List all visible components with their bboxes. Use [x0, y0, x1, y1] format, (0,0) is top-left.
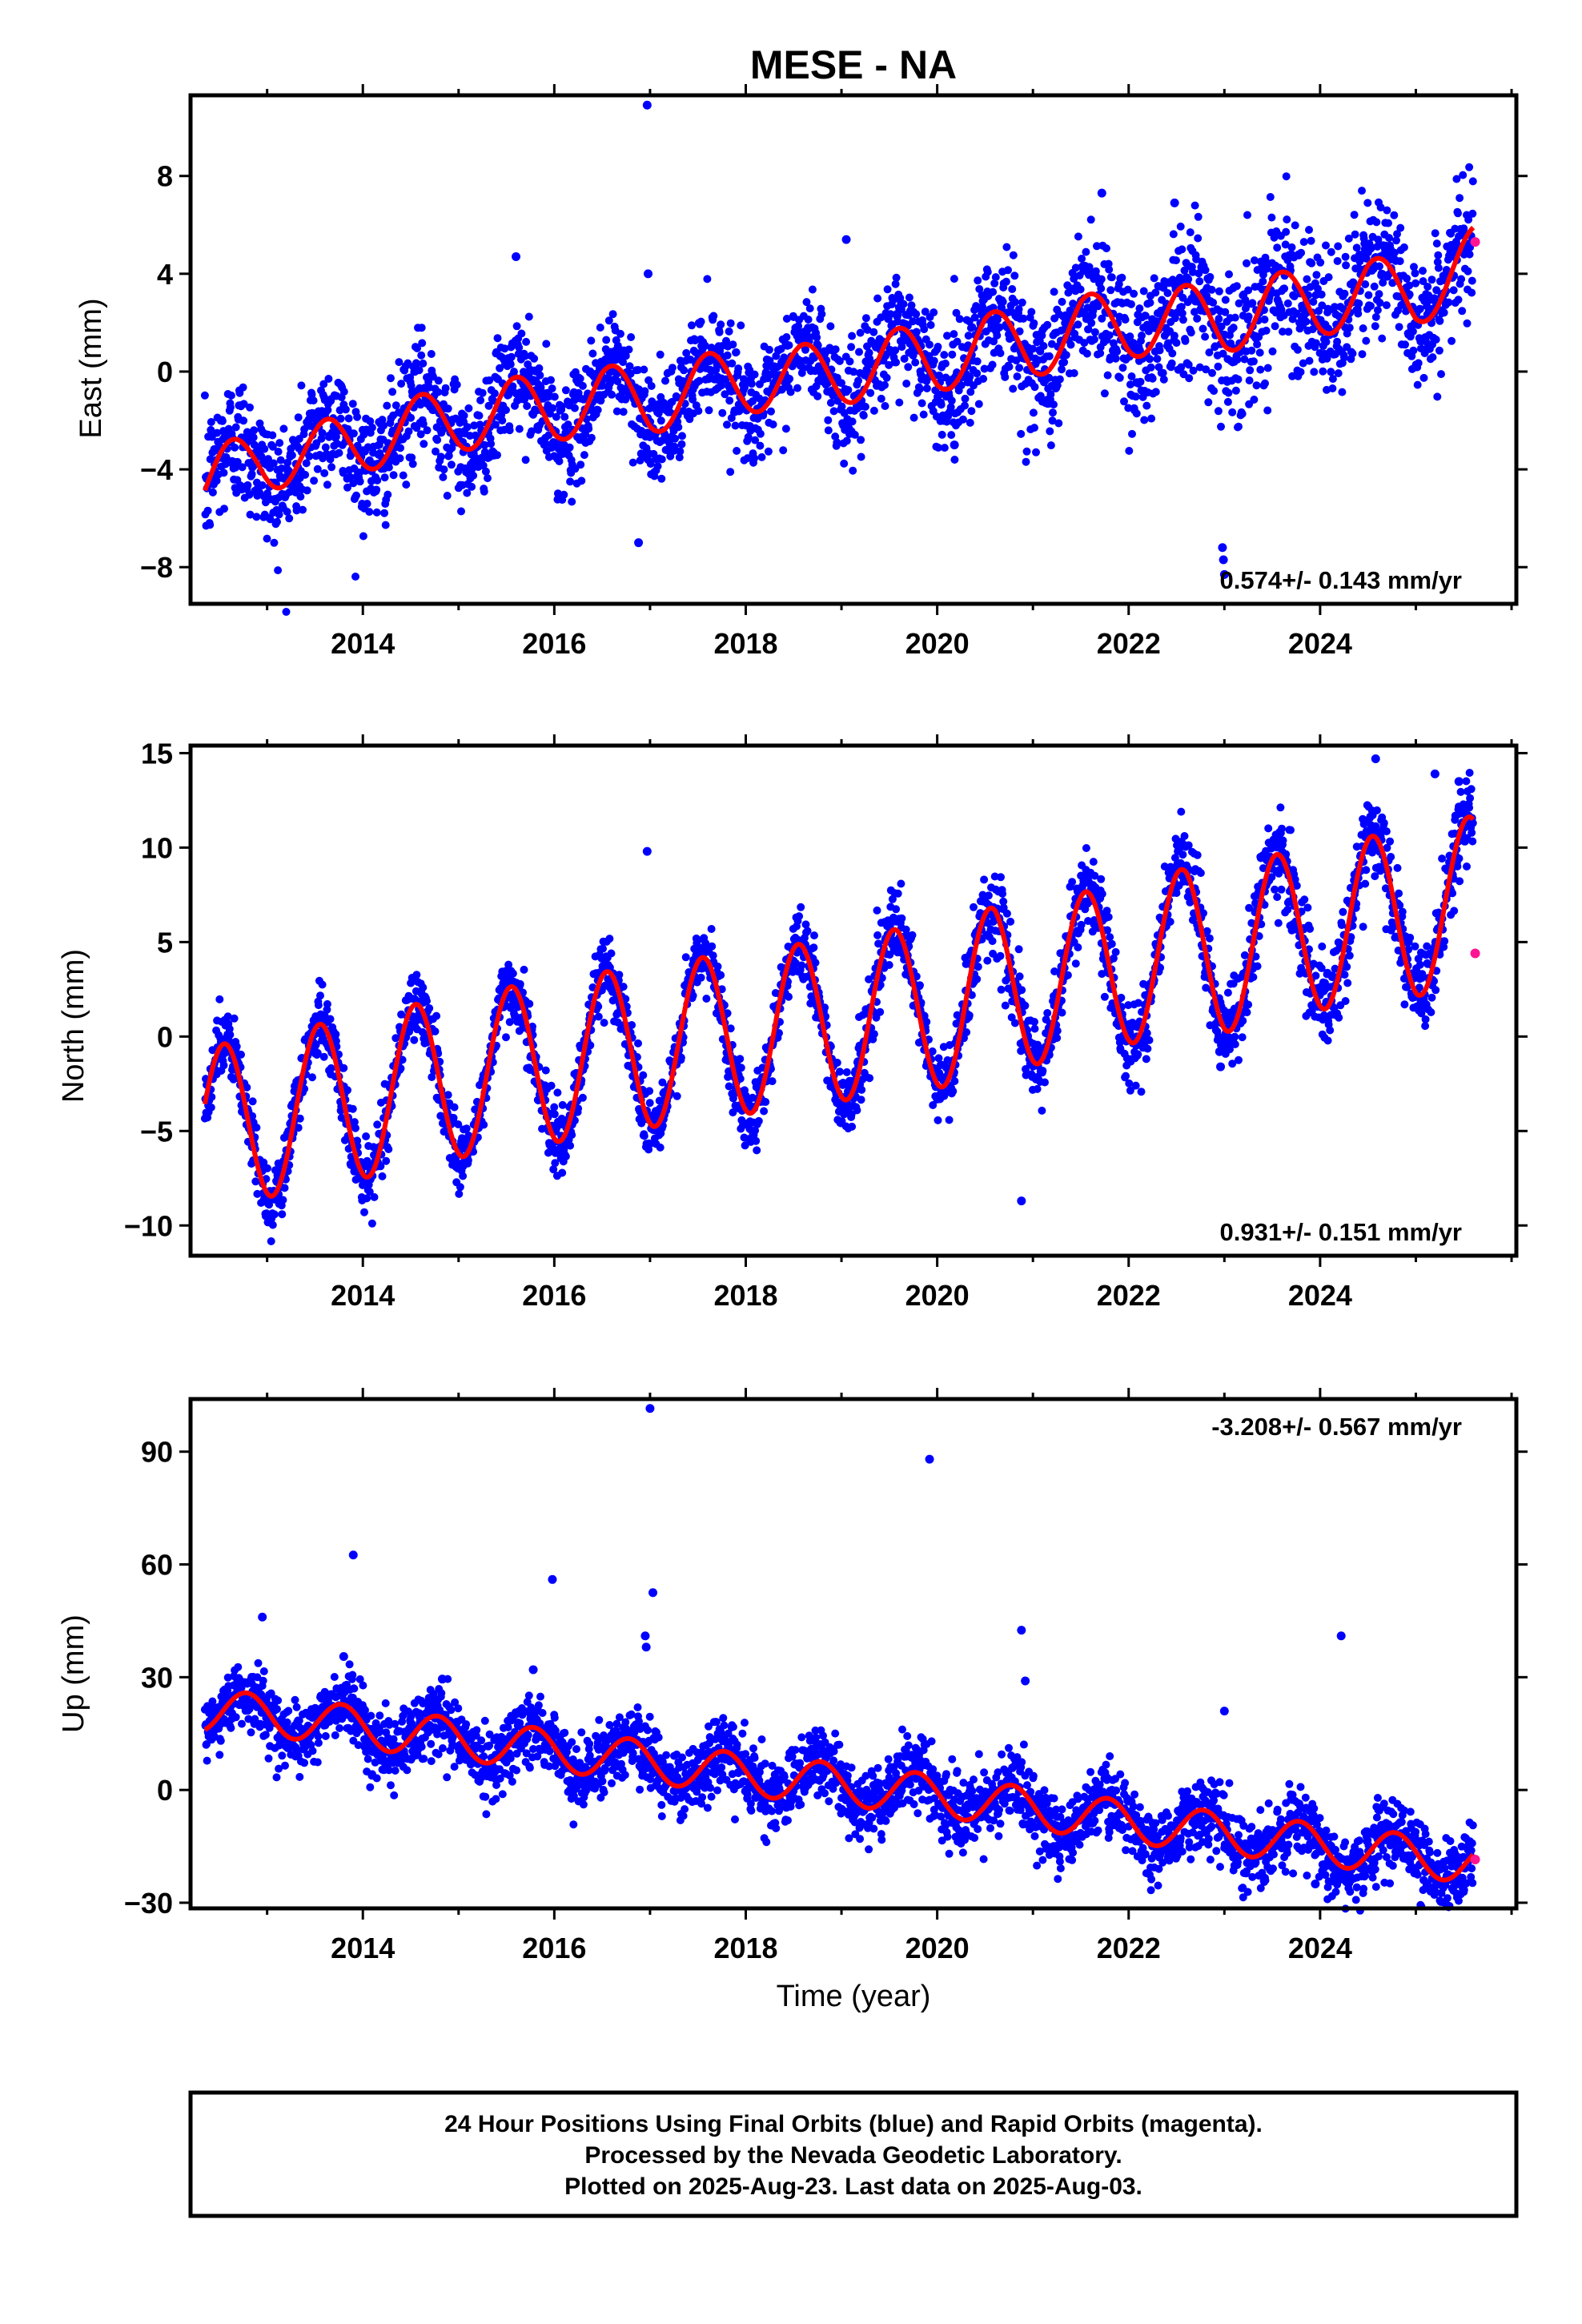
up-outlier-point [925, 1454, 934, 1464]
up-y-tick-label: 30 [141, 1661, 173, 1694]
east-outlier-point [1219, 555, 1228, 565]
up-y-tick-label: −30 [124, 1887, 173, 1920]
north-rapid-orbit-point [1470, 948, 1480, 959]
up-y-tick-label: 90 [141, 1436, 173, 1469]
north-x-tick-label: 2020 [905, 1279, 970, 1312]
north-outlier-point [1454, 777, 1464, 786]
east-outlier-point [634, 538, 644, 548]
up-x-tick-label: 2020 [905, 1932, 970, 1964]
east-x-tick-label: 2016 [522, 627, 586, 660]
north-panel: 2014 2016 2018 2020 2022 2024 −10 −5 0 5 10 15 [124, 734, 1528, 1312]
footer-line-1: 24 Hour Positions Using Final Orbits (bl… [444, 2111, 1263, 2137]
up-outlier-point [1336, 1631, 1346, 1641]
north-model-fit-line [202, 814, 1476, 1199]
up-outlier-point [641, 1642, 651, 1652]
up-outlier-point [348, 1550, 358, 1560]
north-outlier-point [1371, 754, 1380, 764]
east-y-axis-label: East (mm) [74, 298, 108, 438]
north-rate-label: 0.931+/- 0.151 mm/yr [1220, 1218, 1462, 1246]
east-outlier-point [1218, 543, 1227, 553]
east-outlier-point [512, 251, 521, 261]
east-panel: 2014 2016 2018 2020 2022 2024 −8 −4 0 4 8 [140, 84, 1528, 660]
east-rate-label: 0.574+/- 0.143 mm/yr [1220, 566, 1462, 594]
east-y-tick-label: −8 [140, 551, 173, 584]
east-outlier-point [1097, 188, 1106, 198]
up-outlier-point [648, 1588, 658, 1598]
up-y-axis-label: Up (mm) [57, 1614, 90, 1733]
north-point-cloud [200, 769, 1477, 1245]
east-y-tick-label: −4 [140, 453, 173, 486]
x-axis-label: Time (year) [777, 1980, 931, 2013]
up-outlier-point [1311, 1879, 1320, 1888]
figure-title: MESE - NA [750, 42, 957, 87]
footer-box [188, 2090, 1519, 2218]
up-x-tick-label: 2016 [522, 1932, 586, 1964]
up-rapid-orbit-point [1470, 1854, 1480, 1864]
up-plot-frame [188, 1397, 1519, 1911]
east-x-tick-label: 2024 [1288, 627, 1352, 660]
up-point-cloud [200, 1659, 1477, 1915]
north-y-tick-label: 15 [141, 737, 173, 770]
north-y-axis-label: North (mm) [57, 949, 90, 1103]
north-x-tick-label: 2024 [1288, 1279, 1352, 1312]
east-outlier-point [1170, 198, 1179, 207]
north-outlier-point [642, 846, 652, 856]
east-outlier-point [644, 269, 653, 279]
north-y-tick-label: 10 [141, 831, 173, 864]
east-rapid-orbit-point [1470, 237, 1480, 247]
east-x-tick-label: 2014 [331, 627, 395, 660]
east-x-tick-label: 2020 [905, 627, 970, 660]
north-x-tick-label: 2016 [522, 1279, 586, 1312]
up-final-orbit-points [200, 1404, 1477, 1915]
up-outlier-point [528, 1665, 538, 1675]
east-y-tick-label: 0 [157, 356, 173, 388]
east-y-tick-label: 4 [157, 258, 173, 291]
up-model-fit-line [203, 1690, 1476, 1883]
footer-line-3: Plotted on 2025-Aug-23. Last data on 202… [564, 2173, 1142, 2200]
north-y-tick-label: −10 [124, 1209, 173, 1242]
up-outlier-point [1219, 1707, 1229, 1716]
east-x-tick-label: 2018 [713, 627, 777, 660]
north-outlier-point [1017, 1196, 1026, 1206]
up-x-tick-label: 2014 [331, 1932, 395, 1964]
up-panel: 2014 2016 2018 2020 2022 2024 −30 0 30 60 90 [124, 1388, 1528, 1964]
north-final-orbit-points [200, 754, 1477, 1245]
north-plot-frame [188, 743, 1519, 1258]
north-outlier-point [1430, 769, 1439, 778]
east-outlier-point [950, 440, 959, 450]
east-outlier-point [642, 100, 652, 110]
up-y-tick-label: 0 [157, 1774, 173, 1807]
up-outlier-point [1017, 1626, 1026, 1635]
up-outlier-point [1021, 1676, 1030, 1686]
up-outlier-point [258, 1612, 267, 1622]
up-x-tick-label: 2018 [713, 1932, 777, 1964]
east-outlier-point [1219, 569, 1229, 579]
up-outlier-point [437, 1675, 447, 1684]
east-plot-frame [188, 93, 1519, 606]
up-y-tick-label: 60 [141, 1549, 173, 1582]
north-x-tick-label: 2014 [331, 1279, 395, 1312]
footer-line-2: Processed by the Nevada Geodetic Laborat… [584, 2142, 1122, 2169]
east-y-tick-label: 8 [157, 160, 173, 193]
up-outlier-point [640, 1631, 650, 1641]
up-outlier-point [645, 1404, 655, 1413]
up-outlier-point [548, 1574, 557, 1584]
north-outlier-point [1215, 1047, 1224, 1056]
north-x-tick-label: 2022 [1097, 1279, 1161, 1312]
up-x-tick-label: 2022 [1097, 1932, 1161, 1964]
up-x-tick-label: 2024 [1288, 1932, 1352, 1964]
north-y-tick-label: −5 [140, 1115, 173, 1148]
east-x-tick-label: 2022 [1097, 627, 1161, 660]
up-outlier-point [339, 1652, 348, 1662]
north-y-tick-label: 5 [157, 926, 173, 959]
up-rate-label: -3.208+/- 0.567 mm/yr [1211, 1413, 1462, 1441]
north-y-tick-label: 0 [157, 1020, 173, 1053]
north-x-tick-label: 2018 [713, 1279, 777, 1312]
east-model-fit-line [203, 225, 1476, 492]
north-outlier-point [1216, 1062, 1226, 1072]
east-outlier-point [841, 235, 851, 244]
